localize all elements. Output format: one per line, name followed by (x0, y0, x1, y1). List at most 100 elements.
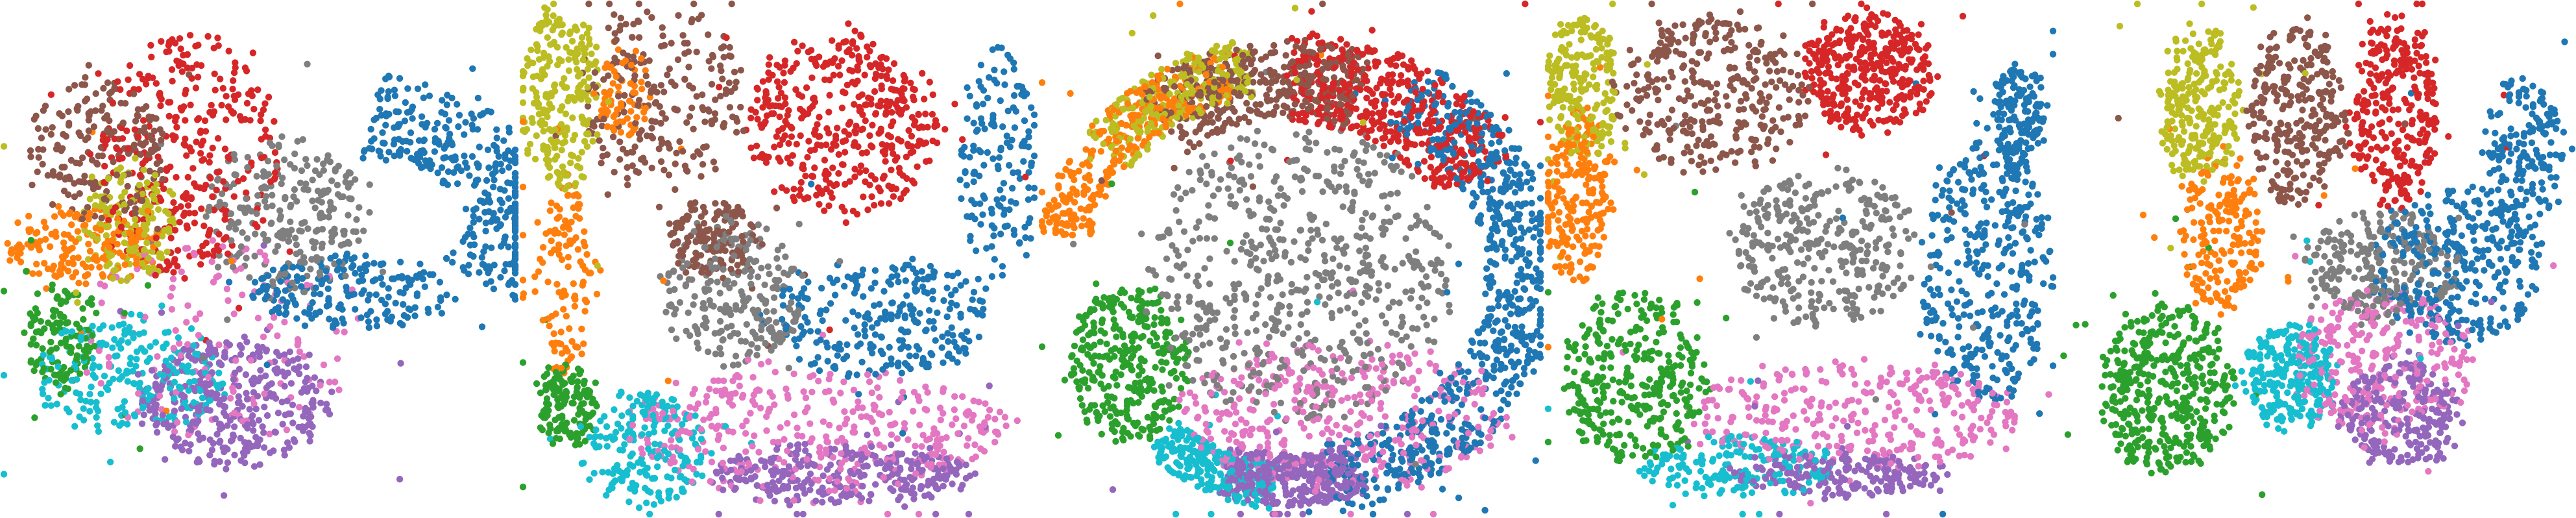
scatter-point (953, 415, 960, 423)
scatter-point (548, 199, 555, 206)
scatter-point (711, 110, 719, 117)
scatter-point (970, 178, 977, 186)
scatter-point (538, 121, 545, 129)
scatter-point (184, 225, 191, 232)
scatter-point (778, 184, 786, 191)
scatter-point (263, 412, 271, 419)
scatter-point (214, 177, 221, 184)
scatter-point (762, 339, 769, 347)
scatter-point (753, 142, 760, 149)
scatter-point (124, 421, 131, 428)
scatter-point (910, 495, 917, 502)
scatter-point (206, 339, 213, 347)
scatter-point (1021, 117, 1028, 125)
scatter-point (747, 236, 754, 243)
scatter-point (83, 369, 90, 376)
scatter-point (461, 153, 468, 160)
scatter-point (232, 64, 239, 71)
scatter-point (147, 42, 154, 49)
scatter-point (888, 273, 895, 280)
scatter-point (251, 253, 258, 260)
scatter-point (643, 472, 651, 479)
scatter-point (285, 238, 293, 245)
scatter-point (798, 290, 805, 297)
scatter-point (578, 351, 585, 358)
scatter-point (868, 443, 875, 450)
scatter-point (422, 81, 429, 88)
scatter-point (68, 328, 76, 336)
scatter-point (30, 367, 38, 375)
scatter-point (67, 156, 75, 164)
scatter-point (765, 358, 772, 365)
scatter-point (119, 154, 126, 162)
scatter-point (1001, 206, 1008, 214)
scatter-point (168, 306, 176, 313)
scatter-point (163, 48, 170, 56)
scatter-point (511, 208, 519, 216)
scatter-point (27, 341, 34, 348)
scatter-point (121, 188, 128, 196)
scatter-point (731, 84, 738, 92)
scatter-point (267, 323, 274, 330)
scatter-point (207, 380, 214, 388)
scatter-point (213, 430, 221, 438)
scatter-point (235, 382, 243, 389)
scatter-point (742, 246, 749, 254)
scatter-point (4, 240, 11, 247)
scatter-point (951, 393, 958, 400)
scatter-point (592, 400, 599, 407)
scatter-point (42, 126, 49, 133)
scatter-point (960, 423, 968, 430)
scatter-point (176, 385, 184, 392)
scatter-point (893, 154, 901, 161)
scatter-point (1011, 124, 1019, 131)
scatter-point (38, 134, 45, 142)
scatter-point (837, 465, 844, 473)
scatter-point (85, 127, 92, 134)
scatter-point (104, 223, 112, 230)
scatter-point (323, 401, 330, 408)
scatter-point (366, 181, 373, 188)
scatter-point (180, 345, 188, 353)
scatter-point (1023, 252, 1030, 259)
scatter-point (385, 149, 393, 156)
scatter-point (449, 258, 456, 266)
scatter-point (692, 238, 699, 245)
scatter-point (108, 251, 115, 259)
scatter-point (76, 160, 83, 167)
scatter-point (287, 380, 295, 387)
scatter-point (230, 431, 237, 438)
scatter-point (171, 395, 178, 402)
scatter-point (230, 376, 237, 383)
scatter-point (273, 162, 280, 169)
scatter-point (564, 172, 571, 179)
scatter-point (890, 86, 897, 93)
scatter-point (282, 412, 289, 419)
scatter-point (829, 454, 837, 461)
scatter-point (630, 127, 637, 134)
scatter-point (121, 201, 128, 208)
scatter-point (230, 193, 237, 200)
scatter-point (214, 135, 222, 142)
scatter-point (237, 265, 245, 272)
scatter-point (191, 180, 198, 187)
scatter-point (236, 250, 243, 257)
scatter-point (289, 264, 297, 271)
scatter-point (273, 291, 280, 298)
scatter-point (8, 246, 16, 253)
scatter-point (701, 314, 709, 321)
scatter-point (57, 271, 65, 278)
scatter-point (757, 360, 765, 368)
scatter-point (257, 117, 264, 125)
scatter-point (210, 108, 218, 116)
scatter-point (511, 170, 519, 177)
scatter-point (276, 216, 284, 223)
scatter-point (345, 240, 353, 247)
scatter-point (706, 414, 713, 421)
scatter-point (683, 119, 690, 126)
scatter-point (769, 102, 776, 109)
scatter-point (685, 309, 692, 316)
scatter-point (58, 330, 66, 337)
scatter-point (47, 402, 55, 409)
scatter-point (194, 116, 201, 123)
